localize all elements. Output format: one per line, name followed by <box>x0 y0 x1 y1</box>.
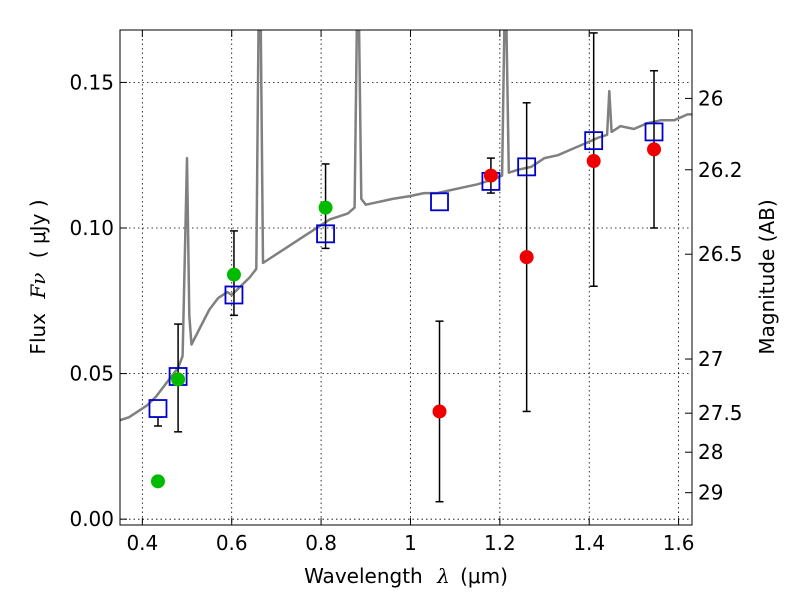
spectrum-layer <box>120 30 692 422</box>
model-point-square <box>316 224 335 244</box>
y-axis-title: Flux Fν ( μJy ) <box>26 199 50 354</box>
y2-tick-label: 26 <box>698 86 723 110</box>
model-point-square <box>430 192 449 212</box>
x-axis-title: Wavelength λ (μm) <box>304 564 508 588</box>
model-point-square <box>148 399 168 418</box>
y2-tick-label: 28 <box>698 440 723 464</box>
x-tick-label: 0.6 <box>216 531 248 555</box>
y2-axis-title: Magnitude (AB) <box>755 199 779 354</box>
plot-frame <box>119 29 693 526</box>
markers-layer <box>148 122 664 489</box>
y2-tick-label: 26.5 <box>698 242 743 266</box>
data-point-circle <box>647 142 662 157</box>
data-point-circle <box>150 474 165 489</box>
model-point-square <box>644 122 664 142</box>
y2-tick-label: 29 <box>698 481 723 505</box>
ticks-layer <box>120 30 692 525</box>
data-point-circle <box>519 250 534 265</box>
y-tick-label: 0.00 <box>69 507 114 531</box>
y2-tick-label: 26.2 <box>698 158 743 182</box>
model-point-square <box>517 157 537 177</box>
x-tick-label: 1 <box>404 531 417 555</box>
data-point-circle <box>483 168 498 183</box>
y2-tick-label: 27 <box>698 347 723 371</box>
y-axis-title-prefix: Flux <box>26 313 50 355</box>
x-axis-title-symbol: λ <box>436 564 450 588</box>
y-tick-label: 0.05 <box>69 362 114 386</box>
y-tick-label: 0.10 <box>69 216 114 240</box>
x-axis-title-unit: (μm) <box>460 564 508 588</box>
y-axis-title-unit: ( μJy ) <box>26 199 50 258</box>
x-tick-label: 1.6 <box>663 531 695 555</box>
data-point-circle <box>318 200 333 215</box>
x-tick-label: 1.4 <box>573 531 605 555</box>
x-tick-label: 0.4 <box>126 531 158 555</box>
data-point-circle <box>586 154 601 169</box>
data-point-circle <box>171 372 186 387</box>
spectrum-line <box>120 30 692 422</box>
y2-tick-label: 27.5 <box>698 401 743 425</box>
model-point-square <box>224 285 244 305</box>
tick-labels-layer: 0.4 0.6 0.8 1 1.2 1.4 1.6 0.00 0.05 0.10 0.15 26 26.… <box>69 70 742 555</box>
x-tick-label: 0.8 <box>305 531 337 555</box>
data-point-circle <box>226 267 241 282</box>
x-tick-label: 1.2 <box>484 531 516 555</box>
model-point-square <box>584 131 604 151</box>
y-tick-label: 0.15 <box>69 70 114 94</box>
y-axis-title-symbol: Fν <box>26 273 50 300</box>
data-point-circle <box>432 404 447 419</box>
x-axis-title-prefix: Wavelength <box>304 564 423 588</box>
